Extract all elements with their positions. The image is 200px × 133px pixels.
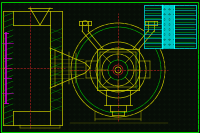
Bar: [162, 19, 174, 24]
Bar: [162, 34, 174, 38]
Circle shape: [148, 20, 154, 26]
Circle shape: [83, 20, 88, 26]
Bar: [162, 24, 174, 29]
Bar: [162, 10, 174, 14]
Bar: [162, 38, 174, 43]
Bar: [162, 14, 174, 19]
Bar: [162, 43, 174, 48]
Bar: [162, 29, 174, 34]
Bar: [162, 5, 174, 10]
Bar: [144, 5, 196, 48]
